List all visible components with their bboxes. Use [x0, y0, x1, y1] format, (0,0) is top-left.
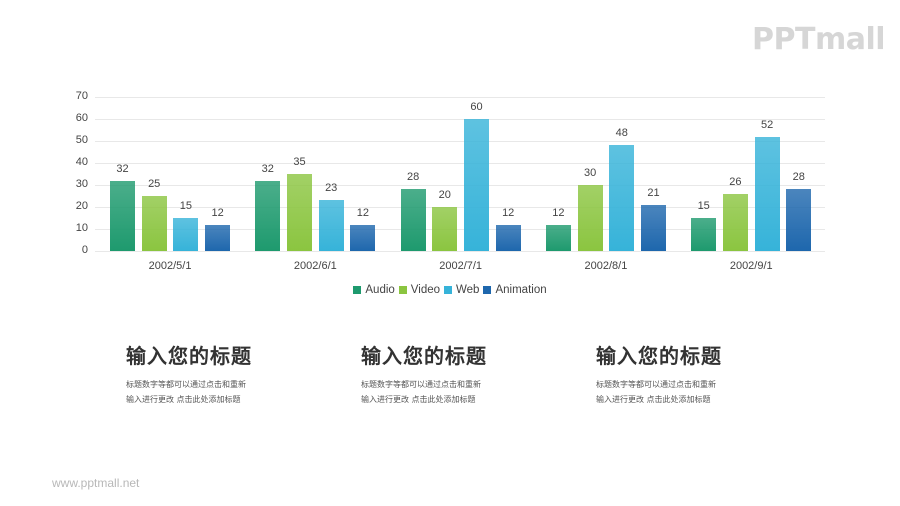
- legend-item-animation[interactable]: Animation: [483, 284, 547, 296]
- legend-swatch-icon: [444, 286, 453, 294]
- card-body-line: 标题数字等都可以通过点击和重新: [126, 380, 246, 389]
- bar-audio[interactable]: [255, 180, 281, 251]
- y-tick-label: 20: [75, 200, 88, 212]
- bar-animation[interactable]: [786, 189, 812, 251]
- x-tick-label: 2002/6/1: [293, 260, 337, 272]
- card-body[interactable]: 标题数字等都可以通过点击和重新 输入进行更改 点击此处添加标题: [126, 377, 266, 407]
- footer-url[interactable]: www.pptmall.net: [52, 476, 140, 490]
- legend-swatch-icon: [483, 286, 492, 294]
- gridline: [95, 97, 825, 98]
- gridline: [95, 185, 825, 186]
- legend-label: Audio: [365, 284, 395, 296]
- y-tick-label: 70: [75, 90, 88, 102]
- bar-value-label: 21: [647, 186, 660, 199]
- bar-web[interactable]: [754, 136, 780, 251]
- x-tick-label: 2002/5/1: [148, 260, 192, 272]
- bar-audio[interactable]: [110, 180, 135, 251]
- bar-value-label: 15: [697, 200, 710, 212]
- bar-value-label: 12: [211, 206, 224, 219]
- bar-value-label: 26: [729, 175, 742, 188]
- y-tick-label: 0: [81, 244, 88, 256]
- x-tick-label: 2002/9/1: [729, 260, 773, 272]
- bar-value-label: 12: [552, 206, 565, 219]
- x-tick-label: 2002/7/1: [439, 260, 483, 272]
- bar-video[interactable]: [722, 193, 748, 251]
- bar-value-label: 15: [179, 200, 193, 212]
- y-tick-label: 10: [75, 222, 88, 234]
- bar-web[interactable]: [609, 145, 635, 251]
- bar-animation[interactable]: [495, 224, 521, 251]
- card-body-line: 输入进行更改 点击此处添加标题: [596, 395, 711, 404]
- bar-value-label: 32: [116, 162, 129, 175]
- chart-legend: Audio Video Web Animation: [0, 284, 900, 297]
- grouped-bar-chart: 0 10 20 30 40 50 60 70 32 25 15 12 2002/5/1 32 35 23 12 2…: [75, 90, 825, 272]
- bar-web[interactable]: [318, 200, 344, 251]
- bar-video[interactable]: [287, 174, 312, 251]
- card-title[interactable]: 输入您的标题: [596, 344, 722, 368]
- bar-web[interactable]: [173, 218, 199, 251]
- bar-animation[interactable]: [641, 204, 666, 251]
- bar-audio[interactable]: [691, 218, 717, 251]
- pptmall-logo: PPTmall: [752, 22, 886, 57]
- text-card-2: 输入您的标题 标题数字等都可以通过点击和重新 输入进行更改 点击此处添加标题: [361, 340, 561, 407]
- bar-video[interactable]: [141, 196, 167, 251]
- gridline: [95, 163, 825, 164]
- bar-value-label: 28: [792, 171, 805, 184]
- bar-audio[interactable]: [400, 189, 426, 251]
- bar-value-label: 12: [356, 206, 370, 219]
- bar-value-label: 20: [438, 189, 451, 201]
- gridline: [95, 207, 825, 208]
- bar-value-label: 12: [502, 206, 515, 219]
- y-tick-label: 40: [75, 156, 88, 168]
- bar-audio[interactable]: [545, 224, 571, 251]
- bar-value-label: 60: [470, 101, 483, 113]
- gridline: [95, 119, 825, 120]
- y-tick-label: 30: [75, 178, 88, 190]
- y-tick-label: 50: [75, 134, 88, 146]
- legend-label: Web: [456, 284, 480, 296]
- card-body[interactable]: 标题数字等都可以通过点击和重新 输入进行更改 点击此处添加标题: [596, 377, 736, 407]
- y-tick-label: 60: [75, 112, 88, 124]
- legend-swatch-icon: [353, 286, 362, 294]
- legend-item-audio[interactable]: Audio: [353, 284, 395, 296]
- legend-label: Animation: [495, 284, 547, 296]
- bar-value-label: 32: [261, 162, 274, 175]
- x-tick-label: 2002/8/1: [584, 260, 628, 272]
- card-title[interactable]: 输入您的标题: [361, 344, 487, 368]
- legend-swatch-icon: [398, 286, 407, 294]
- legend-item-web[interactable]: Web: [444, 284, 479, 296]
- bar-video[interactable]: [577, 185, 603, 251]
- legend-label: Video: [410, 284, 441, 296]
- text-card-1: 输入您的标题 标题数字等都可以通过点击和重新 输入进行更改 点击此处添加标题: [126, 340, 326, 407]
- legend-item-video[interactable]: Video: [398, 284, 441, 296]
- bar-value-label: 25: [148, 178, 161, 190]
- bar-animation[interactable]: [205, 224, 231, 251]
- bar-animation[interactable]: [350, 224, 376, 251]
- bar-value-label: 48: [615, 127, 628, 140]
- bar-value-label: 28: [406, 171, 420, 184]
- gridline: [95, 229, 825, 230]
- card-body-line: 输入进行更改 点击此处添加标题: [126, 395, 241, 404]
- card-title[interactable]: 输入您的标题: [126, 344, 252, 368]
- card-body[interactable]: 标题数字等都可以通过点击和重新 输入进行更改 点击此处添加标题: [361, 377, 501, 407]
- bar-web[interactable]: [464, 119, 489, 251]
- bar-value-label: 52: [760, 118, 774, 131]
- card-body-line: 标题数字等都可以通过点击和重新: [596, 380, 716, 389]
- gridline: [95, 141, 825, 142]
- bar-value-label: 35: [293, 156, 306, 168]
- bar-value-label: 30: [583, 167, 597, 179]
- gridline: [95, 251, 825, 252]
- bar-video[interactable]: [432, 207, 458, 251]
- card-body-line: 输入进行更改 点击此处添加标题: [361, 395, 476, 404]
- bar-value-label: 23: [325, 182, 338, 195]
- text-card-3: 输入您的标题 标题数字等都可以通过点击和重新 输入进行更改 点击此处添加标题: [596, 340, 796, 407]
- card-body-line: 标题数字等都可以通过点击和重新: [361, 380, 481, 389]
